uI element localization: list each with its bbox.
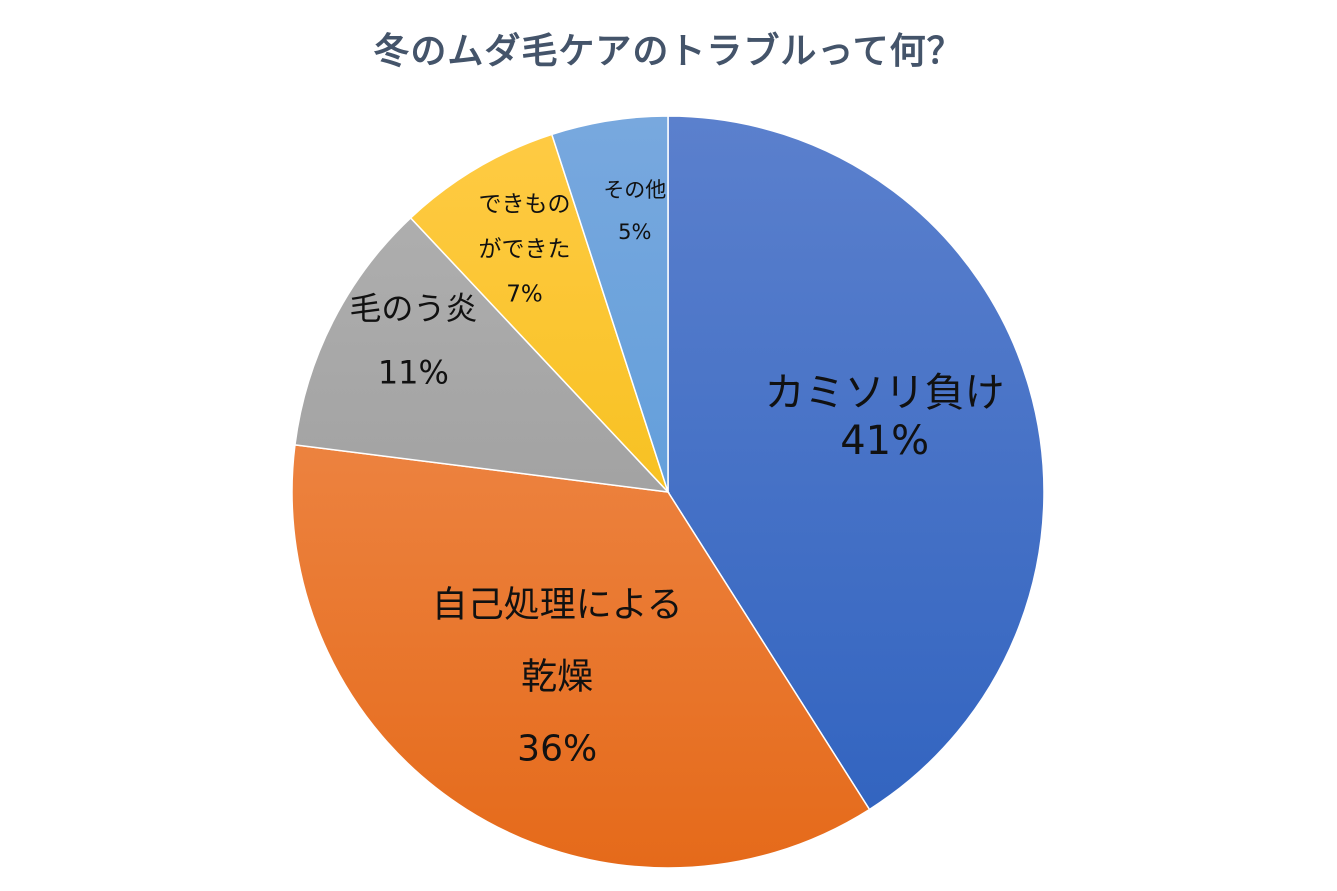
pie-slice-4 — [409, 133, 669, 493]
pie-labels: カミソリ負け 41% 自己処理による乾燥 36% 毛のう炎 11% できものができた 7% その… — [349, 178, 1004, 770]
pie-slice-2 — [291, 444, 871, 869]
pie-slice-label-5: その他 5% — [603, 178, 666, 244]
slice-label-text: ができた — [478, 236, 570, 262]
pie-slice-label-4: できものができた 7% — [478, 191, 570, 307]
slice-label-text: カミソリ負け — [765, 370, 1005, 416]
slice-label-text: 乾燥 — [521, 657, 593, 698]
slice-value-label: 36% — [517, 729, 597, 770]
slice-label-text: 自己処理による — [432, 585, 683, 626]
pie-slice-label-3: 毛のう炎 11% — [349, 289, 477, 391]
slice-value-label: 7% — [506, 281, 543, 307]
slice-label-text: できもの — [478, 191, 570, 217]
chart-title: 冬のムダ毛ケアのトラブルって何？ — [373, 31, 964, 72]
pie-slice-3 — [294, 216, 670, 494]
pie-slice-label-2: 自己処理による乾燥 36% — [432, 585, 683, 770]
slice-label-text: 毛のう炎 — [349, 289, 477, 327]
pie-slice-5 — [550, 115, 669, 493]
pie-slices — [291, 115, 1045, 869]
slice-value-label: 11% — [378, 353, 449, 391]
slice-value-label: 5% — [618, 220, 651, 244]
slice-value-label: 41% — [840, 418, 929, 464]
pie-slice-1 — [667, 115, 1045, 811]
pie-slice-label-1: カミソリ負け 41% — [765, 370, 1005, 464]
slice-label-text: その他 — [603, 178, 666, 202]
